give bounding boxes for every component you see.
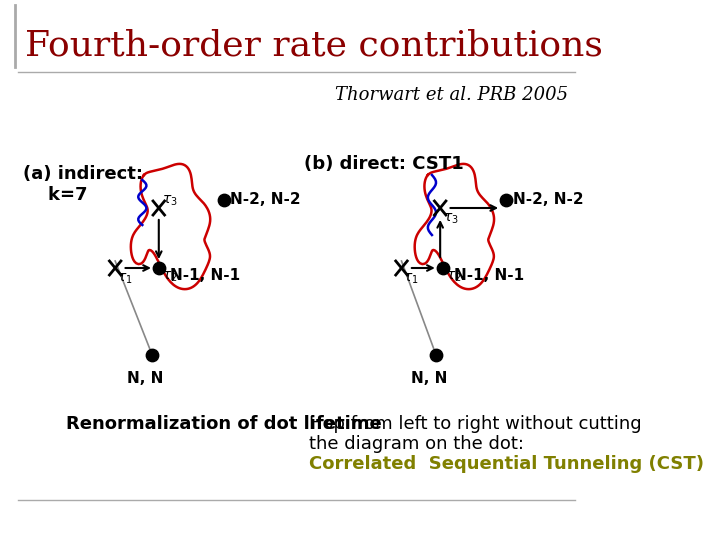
Text: N, N: N, N — [411, 371, 448, 386]
Text: $\tau_2$: $\tau_2$ — [446, 270, 462, 285]
Text: Thorwart et al. PRB 2005: Thorwart et al. PRB 2005 — [335, 86, 567, 104]
Point — [218, 195, 230, 204]
Point — [437, 264, 449, 272]
Text: $\tau_2$: $\tau_2$ — [162, 270, 178, 285]
Text: N-2, N-2: N-2, N-2 — [513, 192, 583, 207]
Text: (b) direct: CST1: (b) direct: CST1 — [305, 155, 464, 173]
Text: Correlated  Sequential Tunneling (CST): Correlated Sequential Tunneling (CST) — [309, 455, 703, 473]
Text: the diagram on the dot:: the diagram on the dot: — [309, 435, 523, 453]
Text: $\tau_1$: $\tau_1$ — [117, 272, 132, 286]
Text: Fourth-order rate contributions: Fourth-order rate contributions — [24, 28, 603, 62]
Text: Hop from left to right without cutting: Hop from left to right without cutting — [309, 415, 641, 433]
Text: N-1, N-1: N-1, N-1 — [454, 268, 524, 284]
Text: N, N: N, N — [127, 371, 164, 386]
Point — [500, 195, 512, 204]
Text: N-2, N-2: N-2, N-2 — [230, 192, 301, 207]
Point — [431, 350, 442, 359]
Text: Renormalization of dot lifetime: Renormalization of dot lifetime — [66, 415, 382, 433]
Text: (a) indirect:
    k=7: (a) indirect: k=7 — [23, 165, 143, 204]
Text: $\tau_3$: $\tau_3$ — [162, 194, 178, 208]
Text: $\tau_1$: $\tau_1$ — [403, 272, 419, 286]
Point — [146, 350, 158, 359]
Text: N-1, N-1: N-1, N-1 — [171, 268, 240, 284]
Point — [153, 264, 165, 272]
Text: $\tau_3$: $\tau_3$ — [444, 212, 459, 226]
